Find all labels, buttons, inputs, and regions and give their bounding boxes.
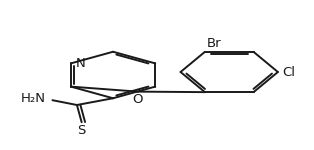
Text: Cl: Cl xyxy=(283,66,295,78)
Text: Br: Br xyxy=(206,37,221,50)
Text: S: S xyxy=(78,124,86,137)
Text: O: O xyxy=(133,93,143,106)
Text: N: N xyxy=(76,57,85,70)
Text: H₂N: H₂N xyxy=(20,93,46,105)
